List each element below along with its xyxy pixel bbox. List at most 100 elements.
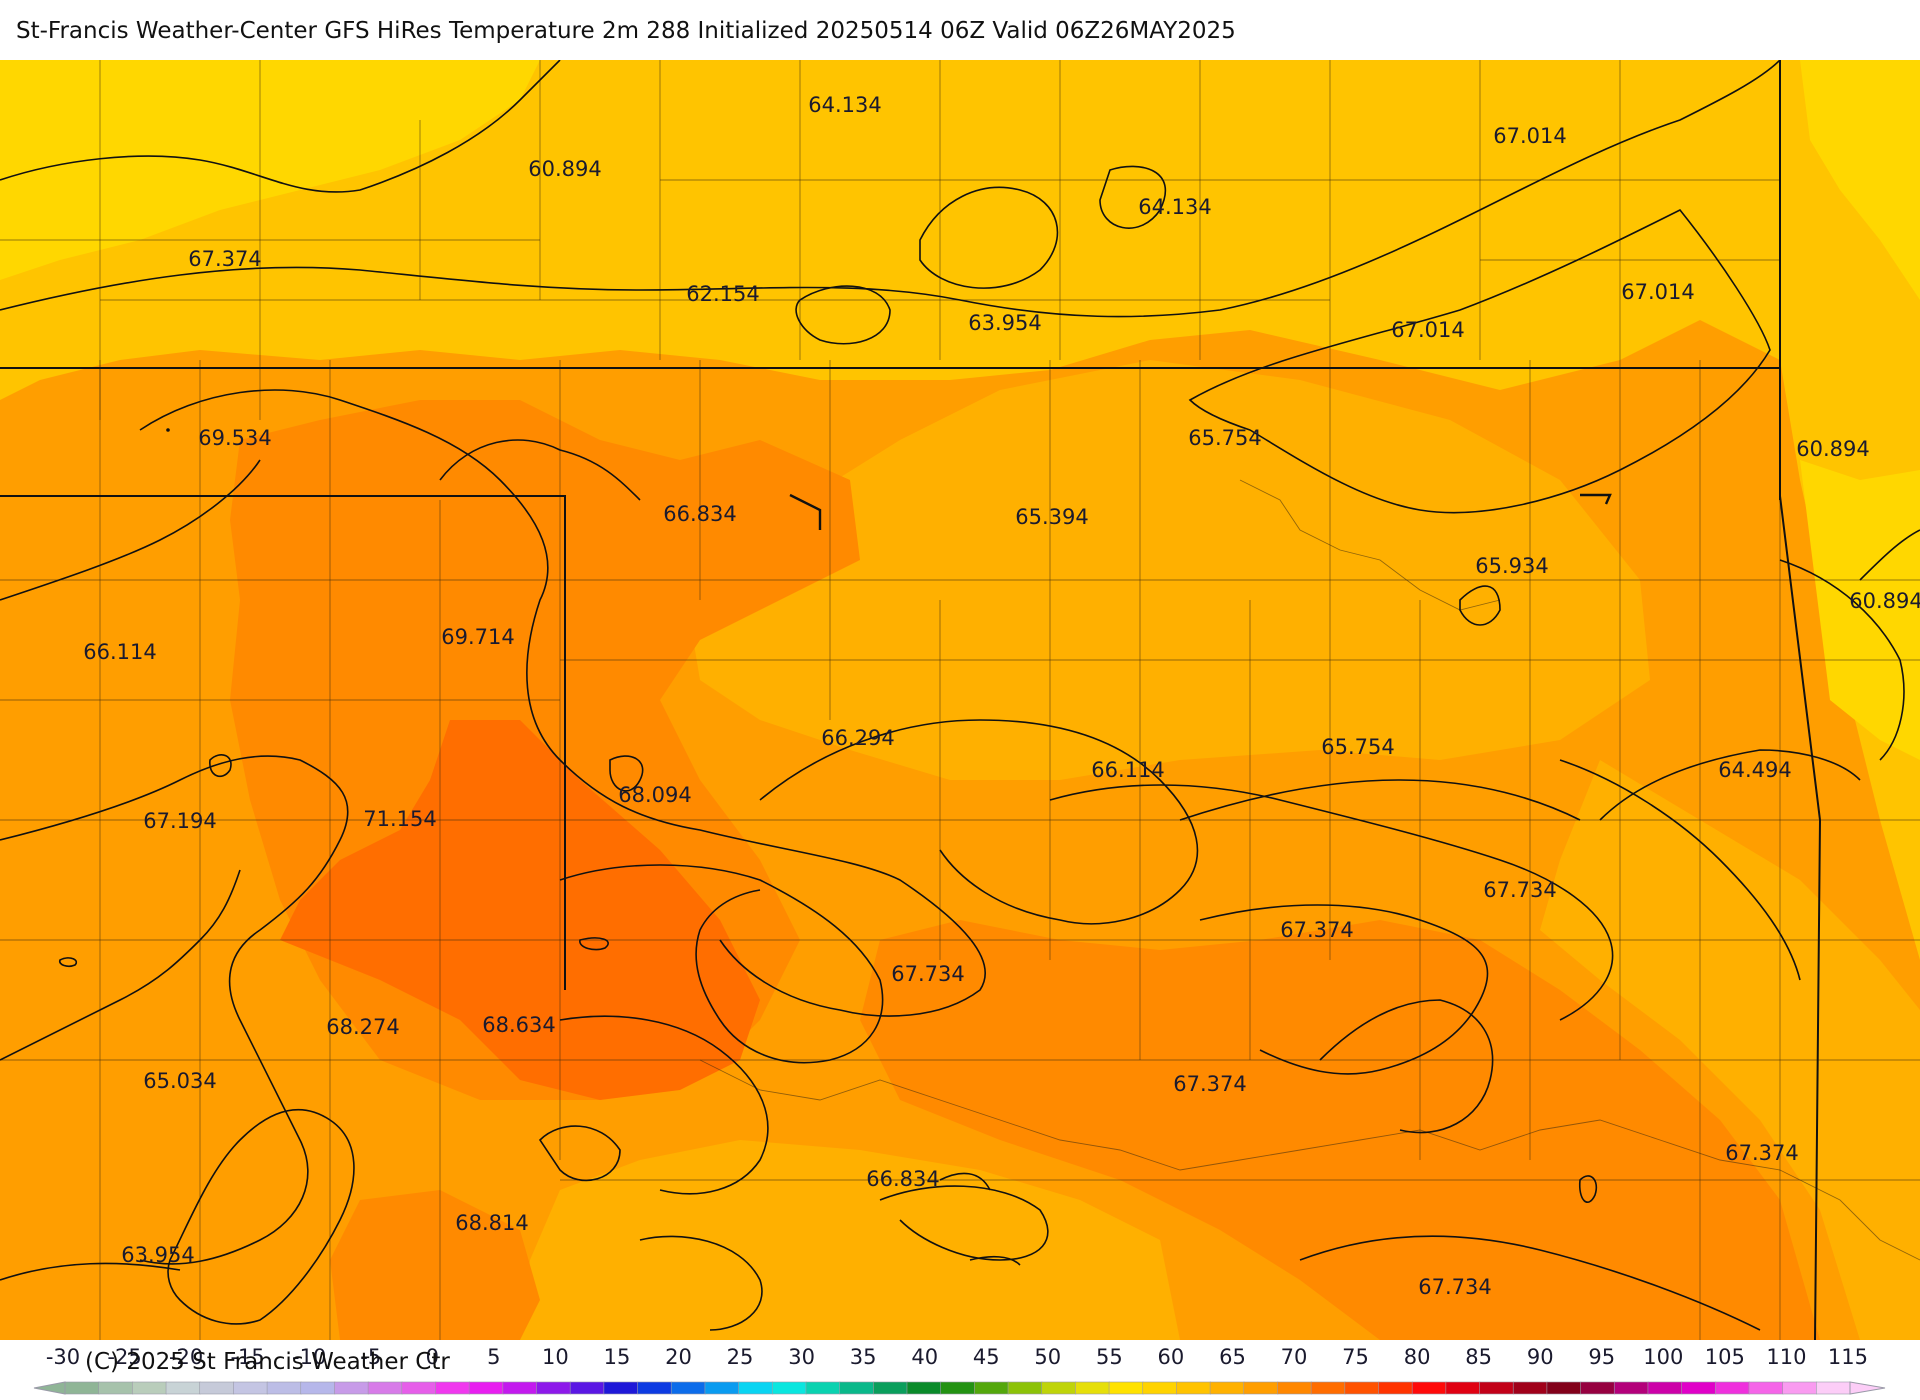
temperature-label: 66.294 bbox=[821, 726, 894, 750]
temperature-label: 67.734 bbox=[1418, 1275, 1491, 1299]
fill-orange-southeast bbox=[860, 920, 1820, 1340]
legend-color-swatch bbox=[1748, 1381, 1784, 1395]
temperature-label: 68.274 bbox=[326, 1015, 399, 1039]
legend-color-swatch bbox=[300, 1381, 336, 1395]
temperature-label: 67.374 bbox=[1280, 918, 1353, 942]
temperature-label: 68.634 bbox=[482, 1013, 555, 1037]
legend-colorbar bbox=[33, 1381, 1886, 1395]
legend-color-swatch bbox=[839, 1381, 875, 1395]
temperature-label: 67.374 bbox=[1173, 1072, 1246, 1096]
temperature-label: 67.374 bbox=[188, 247, 261, 271]
legend-color-swatch bbox=[132, 1381, 167, 1395]
temperature-label: 66.114 bbox=[1091, 758, 1164, 782]
temperature-label: 67.194 bbox=[143, 809, 216, 833]
legend-low-arrow bbox=[33, 1381, 66, 1395]
temperature-label: 68.094 bbox=[618, 783, 691, 807]
legend-color-swatch bbox=[64, 1381, 100, 1395]
legend-tick-label: 80 bbox=[1404, 1345, 1431, 1369]
legend-tick-label: -5 bbox=[360, 1345, 381, 1369]
legend-color-swatch bbox=[367, 1381, 403, 1395]
temperature-label: 60.894 bbox=[1849, 589, 1920, 613]
fill-amber-mid bbox=[690, 360, 1650, 780]
legend-color-swatch bbox=[906, 1381, 942, 1395]
legend-tick-label: 70 bbox=[1281, 1345, 1308, 1369]
legend-color-swatch bbox=[1816, 1381, 1851, 1395]
legend-color-swatch bbox=[1782, 1381, 1818, 1395]
legend-color-swatch bbox=[401, 1381, 437, 1395]
legend-color-swatch bbox=[670, 1381, 706, 1395]
legend-color-swatch bbox=[1546, 1381, 1582, 1395]
legend-color-swatch bbox=[637, 1381, 673, 1395]
legend-tick-label: 0 bbox=[426, 1345, 439, 1369]
legend-color-swatch bbox=[771, 1381, 807, 1395]
legend-tick-label: 50 bbox=[1034, 1345, 1061, 1369]
legend-color-swatch bbox=[1479, 1381, 1515, 1395]
temperature-label: 63.954 bbox=[121, 1243, 194, 1267]
temperature-label: 67.734 bbox=[1483, 878, 1556, 902]
legend-color-swatch bbox=[974, 1381, 1009, 1395]
fill-yellow-ne bbox=[1800, 60, 1920, 300]
temperature-label: 66.834 bbox=[663, 502, 736, 526]
county-border-layer bbox=[0, 60, 1920, 1340]
temperature-label: 64.494 bbox=[1718, 758, 1791, 782]
legend-high-arrow bbox=[1849, 1381, 1886, 1395]
temperature-label: 67.014 bbox=[1391, 318, 1464, 342]
legend-color-swatch bbox=[1647, 1381, 1683, 1395]
legend-tick-label: 10 bbox=[542, 1345, 569, 1369]
fill-yellow-east bbox=[1800, 460, 1920, 760]
legend-color-swatch bbox=[1714, 1381, 1750, 1395]
title-bar: St-Francis Weather-Center GFS HiRes Temp… bbox=[0, 0, 1920, 60]
legend-color-swatch bbox=[738, 1381, 774, 1395]
legend-color-swatch bbox=[1445, 1381, 1481, 1395]
temperature-legend: -30 -25 -20 -15 -10 -5 0 5 10 15 20 25 30 35 40 45 50 55 6… bbox=[0, 1340, 1920, 1400]
legend-color-swatch bbox=[1310, 1381, 1346, 1395]
legend-color-swatch bbox=[165, 1381, 201, 1395]
isotherm-layer bbox=[0, 60, 1920, 1331]
temperature-label: 62.154 bbox=[686, 282, 759, 306]
legend-color-swatch bbox=[1580, 1381, 1616, 1395]
legend-tick-label: 20 bbox=[665, 1345, 692, 1369]
legend-color-swatch bbox=[805, 1381, 841, 1395]
legend-tick-label: -20 bbox=[169, 1345, 203, 1369]
legend-tick-label: 45 bbox=[973, 1345, 1000, 1369]
temperature-label: 60.894 bbox=[1796, 437, 1869, 461]
legend-tick-label: -10 bbox=[292, 1345, 326, 1369]
fill-orange-deep-core bbox=[280, 720, 760, 1100]
legend-tick-layer: -30 -25 -20 -15 -10 -5 0 5 10 15 20 25 30 35 40 45 50 55 6… bbox=[46, 1345, 1868, 1369]
fill-gold-north bbox=[0, 60, 1920, 960]
legend-tick-label: 115 bbox=[1828, 1345, 1868, 1369]
legend-color-swatch bbox=[334, 1381, 370, 1395]
legend-color-swatch bbox=[1041, 1381, 1077, 1395]
legend-tick-label: 85 bbox=[1465, 1345, 1492, 1369]
legend-color-swatch bbox=[266, 1381, 302, 1395]
temperature-label: 71.154 bbox=[363, 807, 436, 831]
map-title: St-Francis Weather-Center GFS HiRes Temp… bbox=[16, 18, 1236, 44]
legend-color-swatch bbox=[1075, 1381, 1110, 1395]
legend-color-swatch bbox=[1142, 1381, 1178, 1395]
legend-tick-label: 105 bbox=[1705, 1345, 1745, 1369]
temperature-label: 69.534 bbox=[198, 426, 271, 450]
legend-color-swatch bbox=[872, 1381, 908, 1395]
legend-tick-label: 30 bbox=[788, 1345, 815, 1369]
legend-color-swatch bbox=[940, 1381, 976, 1395]
temperature-label: 64.134 bbox=[808, 93, 881, 117]
legend-color-swatch bbox=[1344, 1381, 1380, 1395]
legend-tick-label: 65 bbox=[1219, 1345, 1246, 1369]
legend-tick-label: 60 bbox=[1158, 1345, 1185, 1369]
legend-tick-label: 55 bbox=[1096, 1345, 1123, 1369]
temperature-label: 63.954 bbox=[968, 311, 1041, 335]
legend-canvas: -30 -25 -20 -15 -10 -5 0 5 10 15 20 25 30 35 40 45 50 55 6… bbox=[33, 1345, 1886, 1395]
temperature-label: 60.894 bbox=[528, 157, 601, 181]
temperature-label: 67.014 bbox=[1621, 280, 1694, 304]
map-canvas: 64.134 60.894 67.014 67.374 62.154 64.134 63.9… bbox=[0, 60, 1920, 1340]
legend-color-swatch bbox=[603, 1381, 639, 1395]
temperature-label: 65.754 bbox=[1188, 426, 1261, 450]
legend-color-swatch bbox=[1176, 1381, 1212, 1395]
legend-color-swatch bbox=[502, 1381, 538, 1395]
legend-color-swatch bbox=[1277, 1381, 1313, 1395]
temperature-label: 67.374 bbox=[1725, 1141, 1798, 1165]
legend-color-swatch bbox=[1512, 1381, 1548, 1395]
temperature-label-layer: 64.134 60.894 67.014 67.374 62.154 64.134 63.9… bbox=[83, 93, 1920, 1299]
legend-tick-label: -25 bbox=[107, 1345, 141, 1369]
temperature-label: 65.934 bbox=[1475, 554, 1548, 578]
